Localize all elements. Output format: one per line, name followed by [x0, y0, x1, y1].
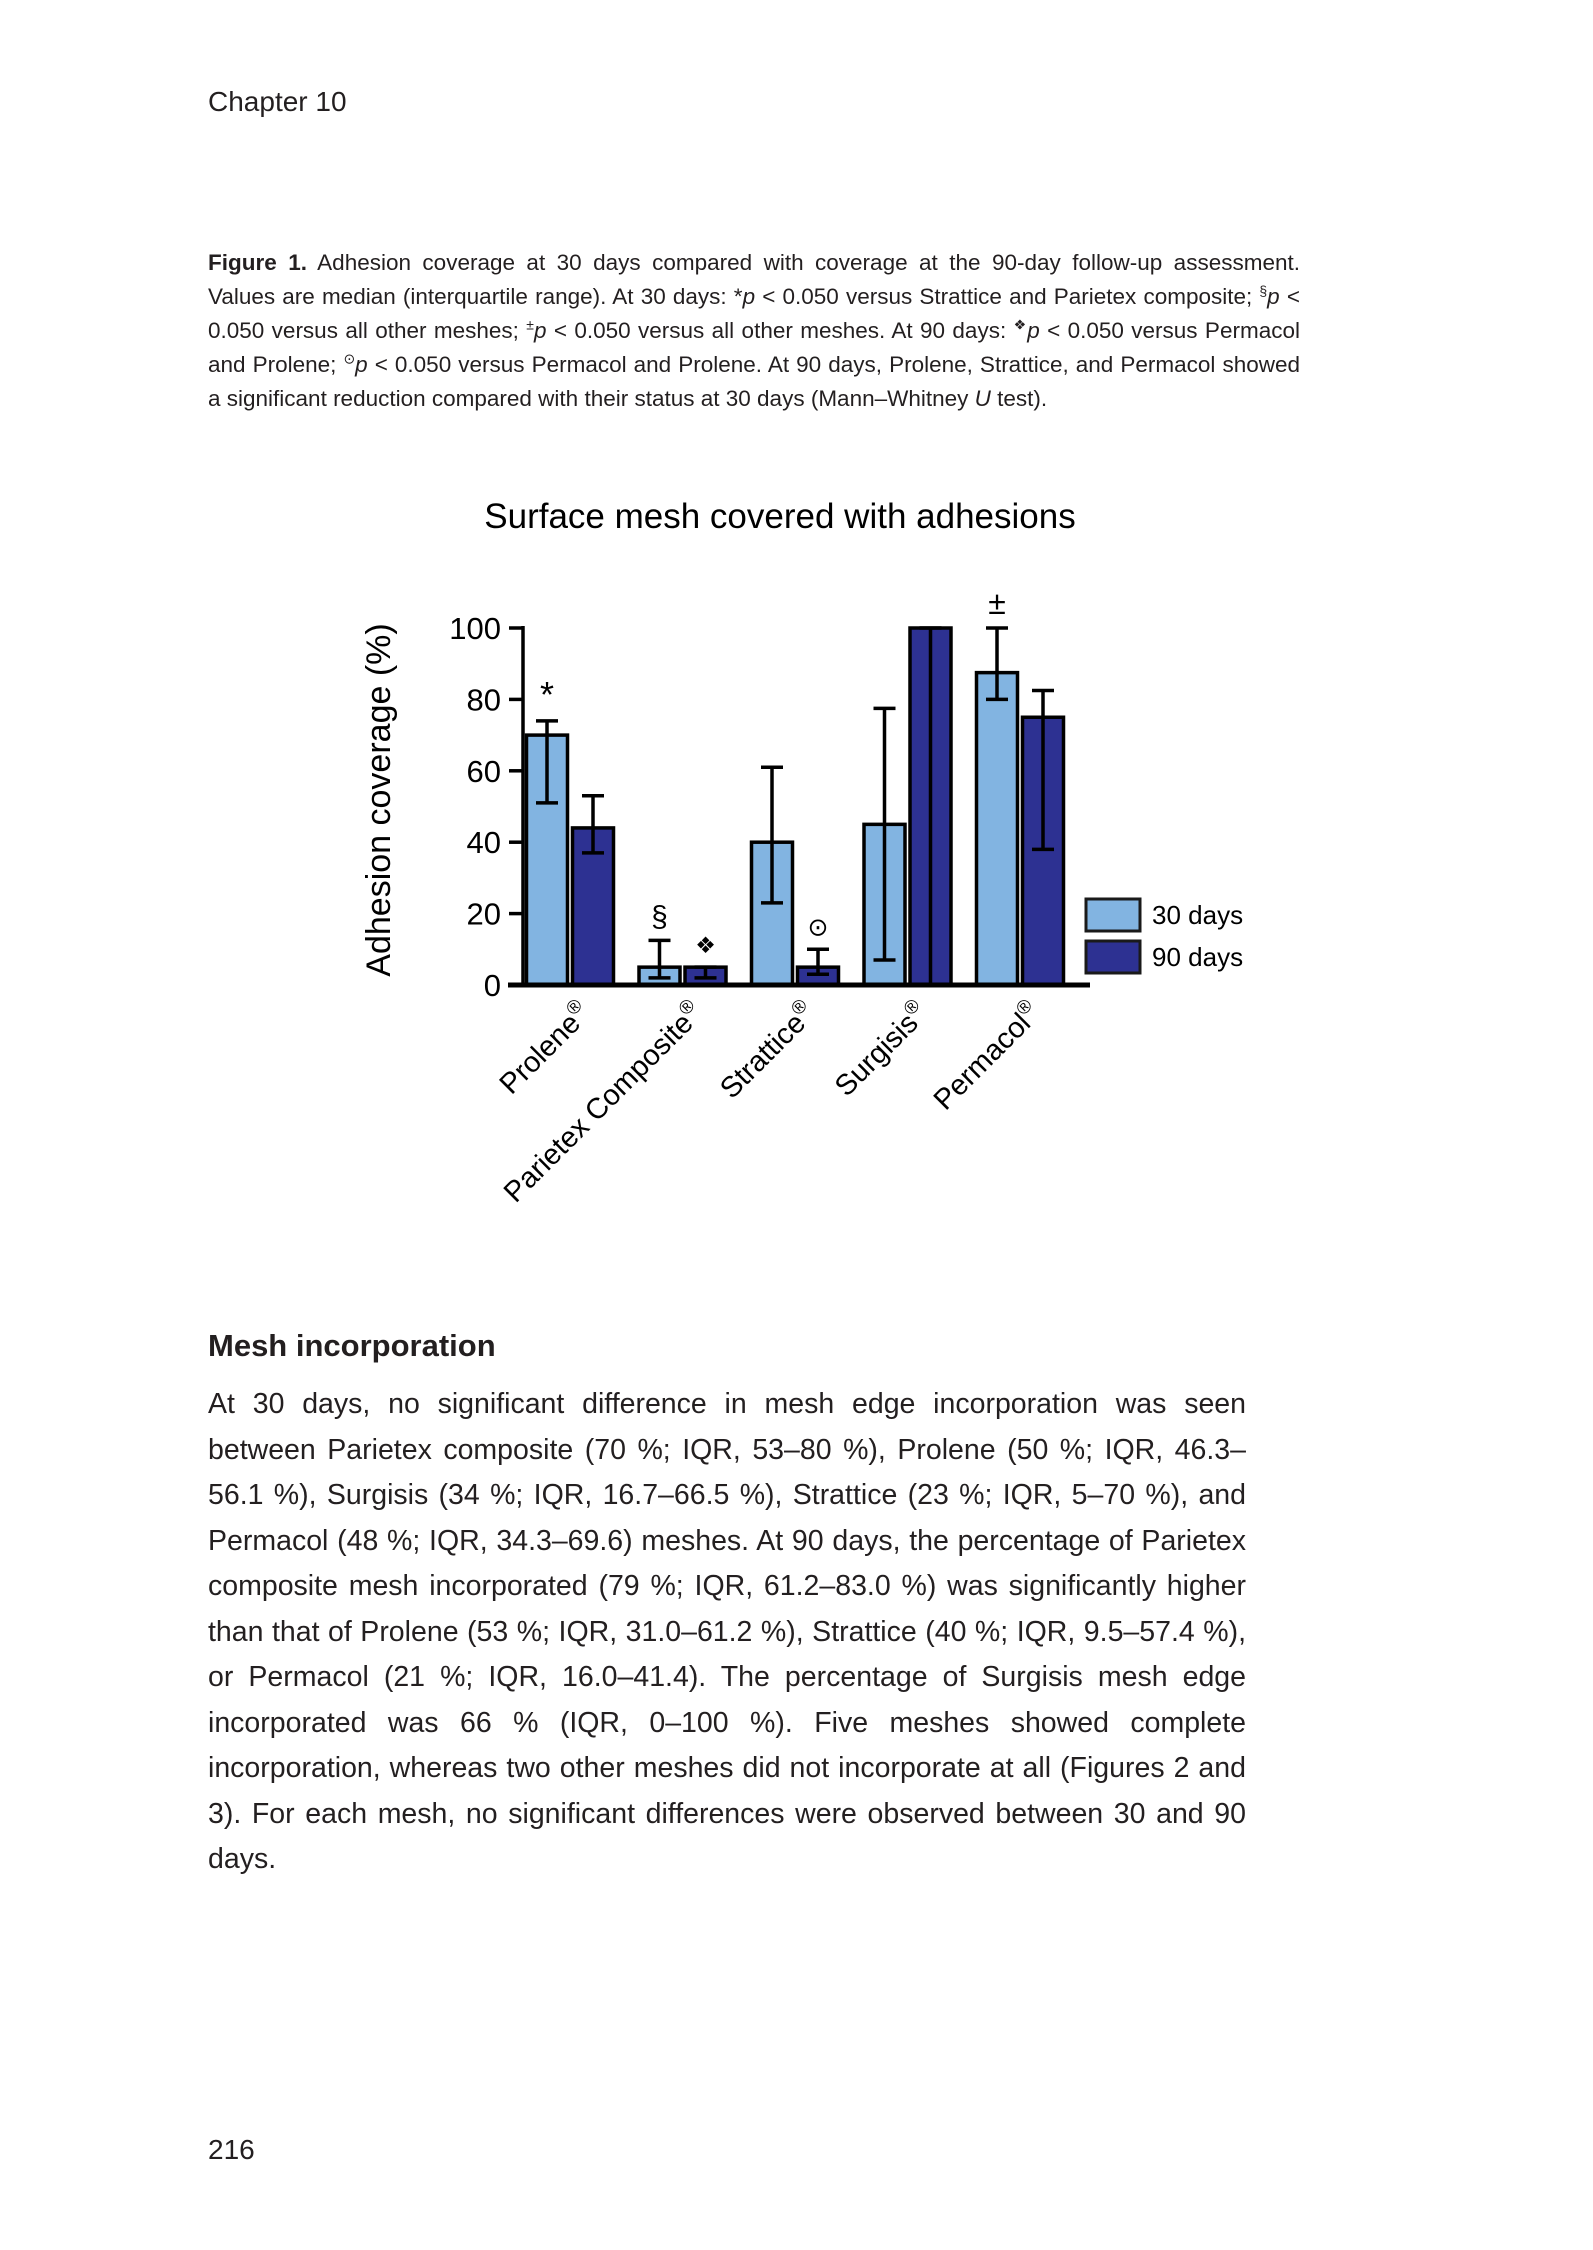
caption-segment: < 0.050 versus Permacol and Prolene; [208, 318, 1300, 377]
caption-segment: ❖ [1013, 316, 1028, 333]
page-number: 216 [208, 2134, 255, 2165]
caption-segment: Figure 1. [208, 250, 307, 275]
y-tick-label: 20 [467, 897, 501, 932]
caption-segment: test). [990, 386, 1048, 411]
significance-marker: § [651, 900, 668, 933]
y-tick-label: 100 [449, 611, 501, 646]
caption-segment: U [974, 386, 991, 411]
y-tick-label: 80 [467, 682, 501, 717]
x-category-label: Parietex Composite® [496, 995, 710, 1209]
adhesion-bar-chart: Surface mesh covered with adhesions Adhes… [360, 497, 1243, 1209]
legend-swatch-90days [1084, 939, 1142, 975]
significance-marker: ± [988, 585, 1006, 621]
caption-segment: < 0.050 versus all other meshes. At 90 d… [546, 318, 1014, 343]
body-paragraph: At 30 days, no significant difference in… [208, 1388, 1246, 1875]
caption-segment: § [1259, 282, 1268, 299]
x-category-label: Strattice® [712, 995, 822, 1105]
caption-segment: < 0.050 versus Permacol and Prolene. At … [208, 352, 1300, 411]
caption-segment: ⊙ [343, 350, 356, 367]
significance-marker: ❖ [695, 932, 716, 958]
chart-title: Surface mesh covered with adhesions [484, 497, 1075, 536]
significance-marker: * [540, 674, 554, 715]
caption-segment: p [1267, 284, 1280, 309]
y-axis-label: Adhesion coverage (%) [360, 623, 398, 976]
caption-segment: p [355, 352, 368, 377]
caption-segment: Adhesion coverage at 30 days compared wi… [208, 250, 1300, 309]
caption-segment: < 0.050 versus Strattice and Parietex co… [755, 284, 1260, 309]
legend-label: 30 days [1152, 900, 1243, 930]
figure-caption: Figure 1. Adhesion coverage at 30 days c… [208, 246, 1300, 416]
x-category-label: Permacol® [926, 995, 1047, 1116]
x-category-label: Surgisis® [827, 995, 935, 1103]
bar-30days-permacol [974, 670, 1020, 987]
caption-segment: < 0.050 versus all other meshes; [208, 284, 1300, 343]
x-category-label: Prolene® [492, 995, 597, 1100]
caption-segment: p [533, 318, 547, 343]
caption-segment: ± [526, 316, 534, 333]
caption-segment: p [742, 284, 756, 309]
legend-label: 90 days [1152, 942, 1243, 972]
legend-swatch-30days [1084, 897, 1142, 933]
significance-marker: ⊙ [808, 913, 829, 941]
y-tick-label: 40 [467, 825, 501, 860]
y-tick-label: 60 [467, 754, 501, 789]
y-tick-label: 0 [484, 968, 501, 1003]
section-heading: Mesh incorporation [208, 1328, 496, 1363]
chapter-header: Chapter 10 [208, 86, 347, 117]
caption-segment: p [1027, 318, 1040, 343]
